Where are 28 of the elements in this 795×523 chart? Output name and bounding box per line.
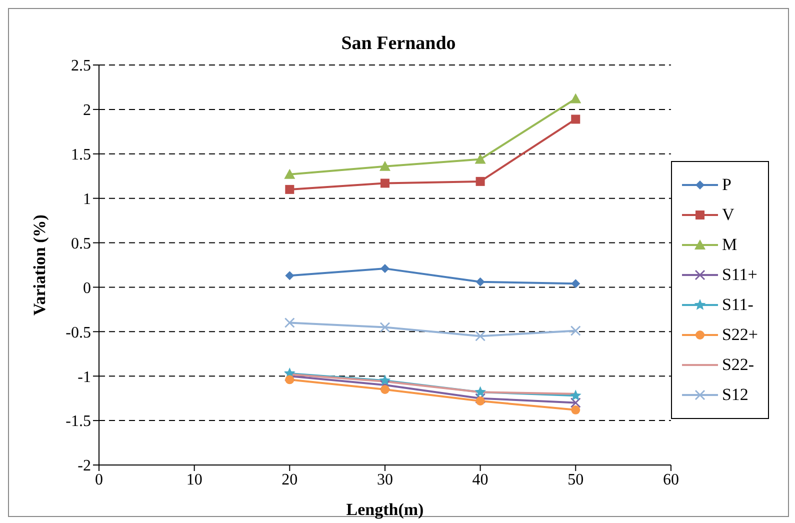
chart-title: San Fernando: [340, 33, 457, 55]
legend-label: V: [722, 204, 734, 226]
x-tick-label: 20: [282, 471, 298, 488]
legend-label: S12: [722, 384, 748, 406]
x-tick-label: 10: [186, 471, 202, 488]
legend-label: S11-: [722, 294, 754, 316]
y-tick-label: 0: [83, 280, 91, 297]
x-tick-label: 0: [95, 471, 103, 488]
y-tick-label: 2.5: [71, 58, 91, 75]
x-tick-label: 30: [376, 471, 393, 488]
y-tick-label: -1: [78, 368, 91, 386]
legend-label: S22-: [722, 354, 754, 376]
x-axis-title: Length(m): [346, 500, 424, 519]
legend-label: S22+: [722, 324, 758, 346]
y-tick-label: 0.5: [71, 235, 91, 252]
y-tick-label: -2: [78, 458, 91, 475]
y-tick-label: 1: [83, 191, 91, 208]
y-tick-label: 2: [83, 102, 91, 120]
x-tick-label: 60: [662, 471, 679, 488]
x-tick-label: 40: [472, 471, 488, 488]
y-tick-label: -0.5: [66, 324, 91, 342]
y-tick-label: 1.5: [71, 146, 91, 164]
legend-label: P: [722, 174, 732, 196]
legend-label: S11+: [722, 264, 758, 286]
legend-label: M: [722, 234, 738, 256]
x-tick-label: 50: [568, 471, 584, 488]
y-tick-label: -1.5: [66, 413, 91, 430]
y-axis-title: Variation (%): [30, 214, 50, 316]
